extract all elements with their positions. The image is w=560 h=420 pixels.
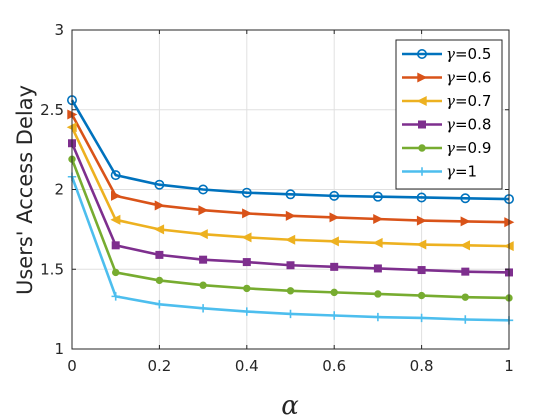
data-point (418, 120, 426, 129)
series-group (68, 155, 513, 302)
legend-label: γ=0.8 (446, 116, 491, 134)
data-point (154, 179, 165, 190)
data-point (154, 224, 165, 235)
data-point (111, 241, 120, 250)
data-point (111, 292, 120, 301)
data-point (154, 200, 165, 211)
series-line (70, 99, 510, 201)
data-point (242, 208, 253, 219)
legend: γ=0.5 γ=0.6 γ=0.7 γ=0.8 γ=0.9 γ=1 (395, 39, 503, 190)
data-point (373, 264, 382, 273)
data-point (243, 284, 251, 293)
data-point (285, 210, 296, 221)
data-point (372, 191, 383, 202)
data-point (330, 262, 339, 271)
data-point (155, 250, 164, 259)
data-point (461, 267, 470, 276)
series-group (67, 95, 514, 205)
x-tick-label: 0.4 (235, 357, 259, 375)
data-point (112, 268, 120, 277)
data-point (417, 291, 426, 300)
legend-label: γ=0.7 (446, 92, 491, 110)
legend-label: γ=0.5 (446, 45, 491, 63)
legend-item: γ=0.6 (402, 69, 491, 87)
legend-item: γ=0.7 (402, 92, 491, 110)
data-point (199, 255, 208, 264)
x-tick-label: 0.6 (322, 357, 346, 375)
data-point (460, 216, 471, 227)
data-point (111, 190, 122, 201)
data-point (110, 214, 121, 225)
x-tick-label: 0 (67, 357, 77, 375)
data-point (198, 304, 208, 313)
series-group (67, 172, 514, 325)
legend-label: γ=1 (446, 163, 477, 181)
y-tick-label: 1.5 (40, 260, 64, 278)
y-tick-label: 3 (54, 21, 64, 39)
data-point (417, 72, 428, 83)
data-point (286, 309, 295, 319)
data-point (461, 293, 469, 301)
data-point (242, 258, 251, 267)
data-point (416, 192, 427, 203)
legend-item: γ=1 (402, 163, 477, 181)
legend-label: γ=0.6 (446, 69, 491, 87)
data-point (416, 215, 427, 226)
data-point (286, 261, 295, 270)
data-point (417, 266, 426, 275)
legend-item: γ=0.8 (402, 116, 491, 134)
x-tick-label: 1 (504, 357, 514, 375)
data-point (330, 288, 338, 297)
data-point (461, 315, 470, 324)
series-layer (66, 95, 515, 325)
legend-box (395, 39, 503, 190)
data-point (285, 189, 296, 200)
data-point (330, 311, 339, 320)
data-point (286, 287, 295, 295)
data-point (416, 95, 427, 107)
data-point (460, 193, 471, 204)
data-point (373, 213, 384, 225)
data-point (329, 190, 340, 201)
data-point (198, 205, 209, 216)
data-point (285, 234, 296, 245)
series-group (66, 122, 514, 252)
legend-item: γ=0.9 (402, 139, 491, 157)
y-tick-label: 2 (54, 181, 64, 199)
data-point (198, 184, 209, 195)
data-point (241, 232, 252, 243)
data-point (373, 312, 383, 322)
data-point (459, 240, 470, 251)
data-point (417, 167, 427, 176)
data-point (374, 290, 382, 298)
data-point (199, 281, 207, 289)
series-group (67, 109, 515, 228)
x-tick-label: 0.8 (410, 357, 434, 375)
data-point (416, 239, 427, 250)
y-axis-label: Users' Access Delay (13, 85, 37, 295)
data-point (416, 48, 427, 59)
data-point (110, 170, 121, 181)
data-point (197, 229, 208, 240)
data-point (155, 300, 164, 309)
axis-ticks: 0 0.2 0.4 0.6 0.8 1 1 1.5 2 2.5 3 (40, 21, 514, 375)
data-point (417, 313, 426, 323)
y-tick-label: 2.5 (40, 101, 64, 119)
data-point (372, 237, 383, 248)
data-point (155, 276, 164, 285)
data-point (242, 307, 251, 316)
data-point (329, 212, 340, 223)
data-point (418, 144, 426, 152)
legend-item: γ=0.5 (402, 45, 491, 63)
legend-label: γ=0.9 (446, 139, 491, 157)
x-tick-label: 0.2 (147, 357, 171, 375)
data-point (241, 187, 252, 198)
data-point (328, 236, 339, 247)
y-tick-label: 1 (54, 340, 64, 358)
x-axis-label: α (281, 391, 299, 420)
